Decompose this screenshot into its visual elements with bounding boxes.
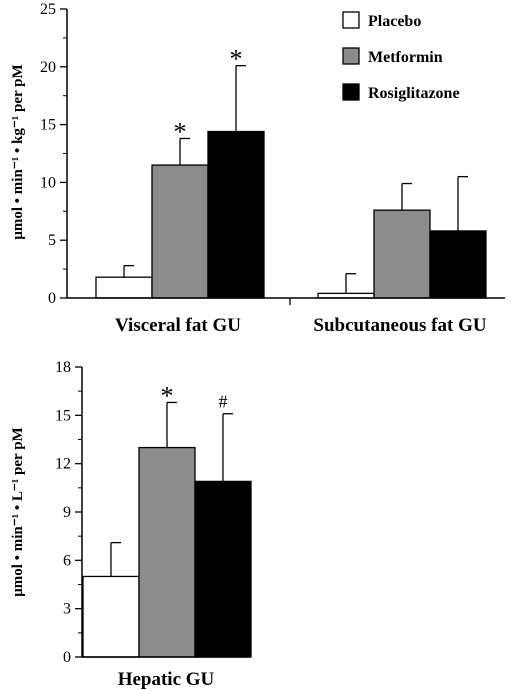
x-category-label: Visceral fat GU bbox=[115, 315, 241, 336]
y-tick-label: 9 bbox=[63, 504, 71, 521]
significance-star: * bbox=[174, 117, 187, 146]
y-tick-label: 0 bbox=[48, 290, 56, 307]
x-category-label: Hepatic GU bbox=[118, 669, 215, 690]
bottom-y-axis-title: μmol • min⁻¹ • L⁻¹ per pM bbox=[10, 427, 26, 596]
y-tick-label: 10 bbox=[40, 174, 56, 191]
top-chart: 0 5 10 15 20 25 Visceral fat GU Subcutaneous f… bbox=[10, 1, 505, 336]
legend-swatch-placebo bbox=[342, 11, 360, 29]
significance-star: * bbox=[161, 381, 174, 410]
top-y-axis-title: μmol • min⁻¹ • kg⁻¹ per pM bbox=[10, 64, 26, 239]
bar-rosiglitazone bbox=[194, 480, 252, 658]
y-tick-label: 20 bbox=[40, 59, 56, 76]
y-tick-label: 15 bbox=[55, 407, 71, 424]
x-category-label: Subcutaneous fat GU bbox=[313, 315, 486, 336]
top-group-labels: Visceral fat GU Subcutaneous fat GU bbox=[115, 315, 487, 336]
bar-metformin bbox=[138, 446, 196, 658]
legend-label-placebo: Placebo bbox=[368, 13, 421, 30]
legend-swatch-metformin bbox=[342, 47, 360, 65]
bar-metformin bbox=[151, 164, 209, 299]
y-tick-label: 12 bbox=[55, 456, 71, 473]
y-tick-label: 0 bbox=[63, 649, 71, 666]
significance-hash: # bbox=[219, 392, 228, 412]
y-tick-label: 6 bbox=[63, 552, 71, 569]
legend: Placebo Metformin Rosiglitazone bbox=[342, 11, 460, 102]
bottom-annotations: * # bbox=[161, 381, 228, 411]
y-tick-label: 5 bbox=[48, 232, 56, 249]
bar-placebo bbox=[95, 276, 153, 299]
legend-swatch-rosiglitazone bbox=[342, 83, 360, 101]
significance-star: * bbox=[230, 45, 243, 74]
bar-rosiglitazone bbox=[207, 130, 265, 299]
y-tick-label: 3 bbox=[63, 601, 71, 618]
top-annotations: ** bbox=[174, 45, 243, 147]
bottom-bars bbox=[82, 401, 252, 658]
legend-label-rosiglitazone: Rosiglitazone bbox=[368, 85, 460, 102]
bottom-y-ticks: 0 3 6 9 12 15 18 bbox=[55, 359, 82, 666]
y-tick-label: 15 bbox=[40, 117, 56, 134]
y-tick-label: 18 bbox=[55, 359, 71, 376]
bar-rosiglitazone bbox=[429, 230, 487, 299]
top-y-ticks: 0 5 10 15 20 25 bbox=[40, 1, 291, 307]
y-tick-label: 25 bbox=[40, 1, 56, 18]
bar-metformin bbox=[373, 209, 431, 299]
bar-placebo bbox=[82, 575, 140, 658]
bottom-group-labels: Hepatic GU bbox=[118, 669, 215, 690]
legend-label-metformin: Metformin bbox=[368, 49, 443, 66]
